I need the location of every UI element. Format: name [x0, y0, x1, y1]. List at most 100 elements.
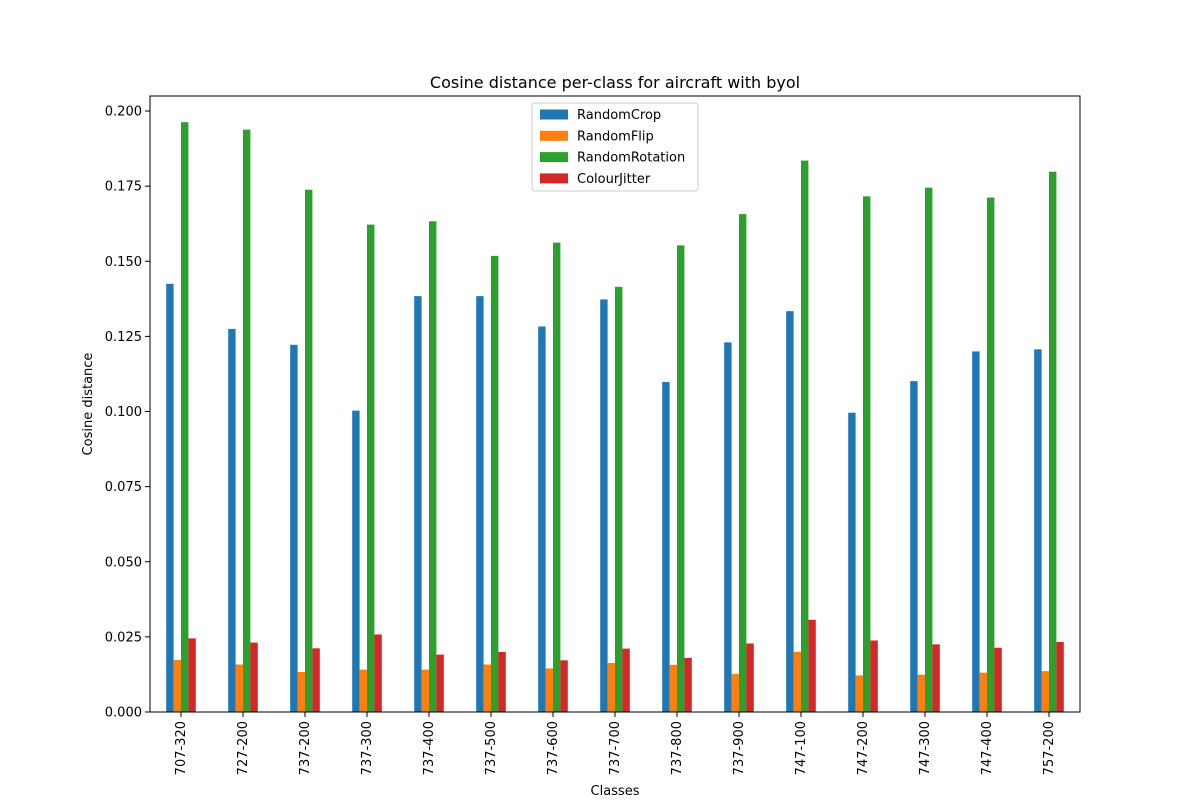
legend-label: RandomFlip: [577, 129, 654, 144]
bar: [538, 326, 546, 712]
bar: [870, 640, 878, 712]
x-tick-label: 737-800: [670, 721, 685, 775]
legend: RandomCrop RandomFlip RandomRotation Colour…: [531, 102, 699, 192]
bar: [607, 663, 615, 712]
x-axis-title: Classes: [591, 784, 640, 799]
bar: [972, 351, 980, 712]
bar: [312, 648, 320, 712]
y-tick-label: 0.050: [105, 555, 142, 570]
bar: [1056, 641, 1064, 712]
bar: [739, 214, 747, 712]
series-RandomCrop: [166, 283, 1042, 712]
bar: [979, 672, 987, 712]
x-tick-label: 747-300: [918, 721, 933, 775]
x-axis: 707-320 727-200 737-200 737-300 737-400 737-5…: [174, 712, 1057, 775]
bar: [1049, 171, 1057, 713]
bar: [863, 196, 871, 713]
y-tick-label: 0.100: [105, 405, 142, 420]
bar: [498, 651, 506, 712]
y-tick-label: 0.025: [105, 630, 142, 645]
bar: [1041, 671, 1049, 712]
legend-swatch: [540, 152, 568, 163]
bar: [491, 255, 499, 713]
bar: [228, 328, 236, 712]
y-axis-title: Cosine distance: [81, 353, 96, 456]
bar: [181, 122, 189, 712]
legend-label: ColourJitter: [577, 172, 651, 187]
bar: [731, 673, 739, 712]
x-tick-label: 737-400: [422, 721, 437, 775]
bar: [374, 634, 382, 712]
bar: [669, 664, 677, 712]
bar: [910, 381, 918, 712]
x-tick-label: 737-900: [732, 721, 747, 775]
bar: [932, 644, 940, 712]
x-tick-label: 737-600: [546, 721, 561, 775]
y-tick-label: 0.175: [105, 180, 142, 195]
series-RandomRotation: [181, 122, 1057, 713]
bar: [429, 221, 437, 713]
y-tick-label: 0.200: [105, 105, 142, 120]
bar: [188, 638, 196, 712]
bar: [622, 648, 630, 712]
bar: [476, 296, 484, 712]
x-tick-label: 727-200: [236, 721, 251, 775]
bar: [250, 642, 258, 712]
bar: [414, 296, 422, 712]
bar: [1034, 349, 1042, 712]
bar: [560, 660, 568, 712]
x-tick-label: 737-200: [298, 721, 313, 775]
bar: [243, 129, 251, 712]
bar: [235, 664, 243, 712]
bar: [166, 283, 174, 712]
bar: [746, 643, 754, 712]
x-tick-label: 737-300: [360, 721, 375, 775]
bar: [677, 245, 685, 712]
bar: [987, 197, 995, 712]
series-ColourJitter: [188, 619, 1064, 712]
bar: [855, 675, 863, 712]
bar: [436, 654, 444, 712]
y-tick-label: 0.075: [105, 480, 142, 495]
bar: [173, 660, 181, 712]
bar: [290, 344, 298, 712]
bar: [421, 669, 429, 712]
bar: [801, 160, 809, 713]
x-tick-label: 747-100: [794, 721, 809, 775]
bar: [305, 189, 313, 712]
legend-swatch: [540, 109, 568, 120]
bar: [359, 669, 367, 712]
bar: [600, 299, 608, 712]
bar: [917, 674, 925, 712]
series-RandomFlip: [173, 651, 1049, 712]
bar: [684, 657, 692, 712]
legend-box: [531, 102, 699, 192]
bar: [994, 647, 1002, 712]
bar: [925, 187, 933, 712]
bar: [615, 286, 623, 712]
x-tick-label: 707-320: [174, 721, 189, 775]
y-tick-label: 0.000: [105, 706, 142, 721]
legend-swatch: [540, 173, 568, 184]
bar: [483, 664, 491, 712]
bar: [724, 342, 732, 712]
x-tick-label: 747-200: [856, 721, 871, 775]
y-axis: 0.000 0.025 0.050 0.075 0.100 0.125 0.150 0.175…: [105, 105, 150, 721]
y-tick-label: 0.150: [105, 255, 142, 270]
bar: [545, 668, 553, 712]
bar: [367, 224, 375, 713]
bar: [352, 410, 360, 712]
legend-label: RandomRotation: [577, 151, 685, 166]
bar: [786, 311, 794, 712]
bar: [793, 651, 801, 712]
y-tick-label: 0.125: [105, 330, 142, 345]
x-tick-label: 737-700: [608, 721, 623, 775]
x-tick-label: 757-200: [1042, 721, 1057, 775]
chart-title: Cosine distance per-class for aircraft w…: [430, 73, 800, 92]
x-tick-label: 737-500: [484, 721, 499, 775]
bar: [297, 672, 305, 712]
x-tick-label: 747-400: [980, 721, 995, 775]
legend-swatch: [540, 130, 568, 141]
